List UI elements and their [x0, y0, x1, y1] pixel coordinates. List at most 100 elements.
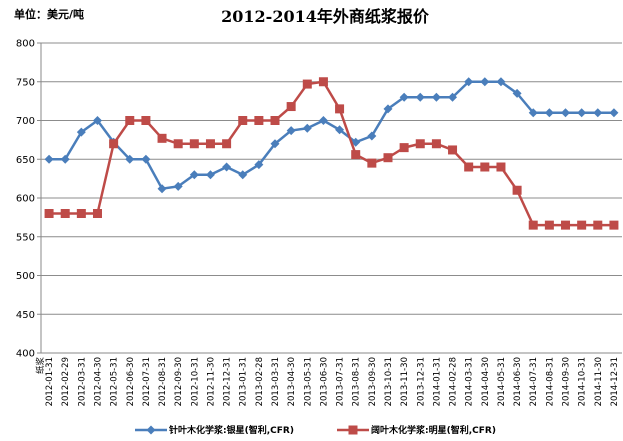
data-point	[302, 79, 312, 89]
x-tick-label: 2014-06-30	[513, 357, 523, 406]
data-point	[60, 209, 70, 218]
data-point	[76, 127, 86, 137]
data-point	[92, 116, 102, 125]
data-point	[464, 77, 474, 87]
series-line-2	[49, 80, 614, 227]
x-tick-label: 2012-01-31	[45, 357, 55, 406]
data-point	[205, 170, 215, 180]
x-tick-label: 2012-09-30	[174, 357, 184, 406]
y-tick-label: 650	[16, 155, 35, 166]
x-tick-label: 2014-12-31	[610, 357, 620, 406]
x-tick-label: 2013-01-31	[239, 357, 249, 406]
data-point	[157, 184, 167, 194]
series-line-1	[49, 80, 614, 190]
x-axis-prefix-label: 纸浆	[35, 357, 46, 375]
x-tick-label: 2014-05-31	[497, 357, 507, 406]
data-point	[448, 92, 458, 102]
x-tick-label: 2012-03-31	[77, 357, 87, 406]
x-tick-label: 2012-05-31	[110, 357, 120, 406]
data-point	[367, 131, 377, 141]
data-point	[286, 102, 296, 112]
data-point	[593, 108, 603, 118]
legend-label-series-1: 针叶木化学浆:银星(智利,CFR)	[169, 424, 294, 436]
legend: 针叶木化学浆:银星(智利,CFR) 阔叶木化学浆:明星(智利,CFR)	[135, 424, 496, 436]
gridlines	[41, 42, 622, 315]
data-point	[512, 88, 522, 98]
data-point	[577, 220, 587, 230]
x-tick-label: 2013-04-30	[287, 357, 297, 406]
y-tick-labels: 400 450 500 550 600 650 700 750 800	[16, 39, 41, 360]
data-point	[609, 220, 619, 230]
x-tick-label: 2014-11-30	[594, 357, 604, 406]
data-point	[593, 220, 603, 230]
data-point	[480, 77, 490, 87]
x-tick-label: 2012-02-29	[61, 357, 71, 406]
data-point	[254, 160, 264, 170]
y-tick-label: 800	[16, 39, 35, 50]
legend-item-series-1: 针叶木化学浆:银星(智利,CFR)	[135, 424, 294, 436]
series-2	[44, 77, 619, 230]
data-point	[351, 150, 361, 160]
x-tick-label: 2013-03-31	[271, 357, 281, 406]
x-tick-label: 2012-11-30	[206, 357, 216, 406]
data-point	[125, 154, 135, 164]
y-tick-label: 750	[16, 77, 35, 88]
data-point	[561, 108, 571, 118]
data-point	[512, 185, 522, 195]
data-point	[60, 154, 70, 164]
legend-label-series-2: 阔叶木化学浆:明星(智利,CFR)	[371, 424, 496, 436]
chart-title: 2012-2014年外商纸浆报价	[221, 7, 430, 26]
data-point	[383, 104, 393, 114]
data-point	[238, 170, 248, 180]
data-point	[399, 143, 409, 153]
x-tick-labels: 纸浆 2012-01-31 2012-02-29 2012-03-31 2012-04-…	[35, 357, 620, 407]
x-tick-label: 2014-04-30	[481, 357, 491, 406]
x-tick-label: 2012-04-30	[93, 357, 103, 406]
x-tick-label: 2012-10-31	[190, 357, 200, 406]
data-point	[254, 116, 264, 125]
data-point	[561, 220, 571, 230]
x-tick-label: 2013-09-30	[368, 357, 378, 406]
x-tick-label: 2013-07-31	[336, 357, 346, 406]
data-point	[189, 170, 199, 180]
x-tick-label: 2013-06-30	[319, 357, 329, 406]
data-point	[415, 92, 425, 102]
data-point	[141, 116, 151, 125]
data-point	[544, 108, 554, 118]
data-point	[496, 162, 506, 172]
x-tick-label: 2013-08-31	[352, 357, 362, 406]
series-1	[44, 77, 619, 194]
data-point	[335, 125, 345, 135]
data-point	[157, 133, 167, 143]
data-point	[399, 92, 409, 102]
x-tick-label: 2013-02-28	[255, 357, 265, 406]
data-point	[480, 162, 490, 172]
data-point	[222, 139, 232, 149]
data-point	[464, 162, 474, 172]
x-tick-label: 2013-10-31	[384, 357, 394, 406]
x-tick-label: 2014-01-31	[432, 357, 442, 406]
data-point	[125, 116, 135, 125]
data-point	[528, 108, 538, 118]
data-point	[544, 220, 554, 230]
x-tick-label: 2012-12-31	[223, 357, 233, 406]
unit-label: 单位：美元/吨	[14, 7, 84, 21]
data-point	[415, 139, 425, 149]
y-tick-label: 600	[16, 194, 35, 205]
data-point	[609, 108, 619, 118]
x-tick-label: 2012-08-31	[158, 357, 168, 406]
data-point	[528, 220, 538, 230]
x-tick-label: 2014-08-31	[545, 357, 555, 406]
data-point	[173, 181, 183, 191]
x-tick-label: 2013-05-31	[303, 357, 313, 406]
data-point	[173, 139, 183, 149]
y-tick-label: 550	[16, 232, 35, 243]
data-point	[92, 209, 102, 218]
data-point	[238, 116, 248, 125]
data-point	[141, 154, 151, 164]
data-point	[383, 153, 393, 163]
x-tick-label: 2014-10-31	[578, 357, 588, 406]
data-point	[222, 162, 232, 172]
data-point	[577, 108, 587, 118]
